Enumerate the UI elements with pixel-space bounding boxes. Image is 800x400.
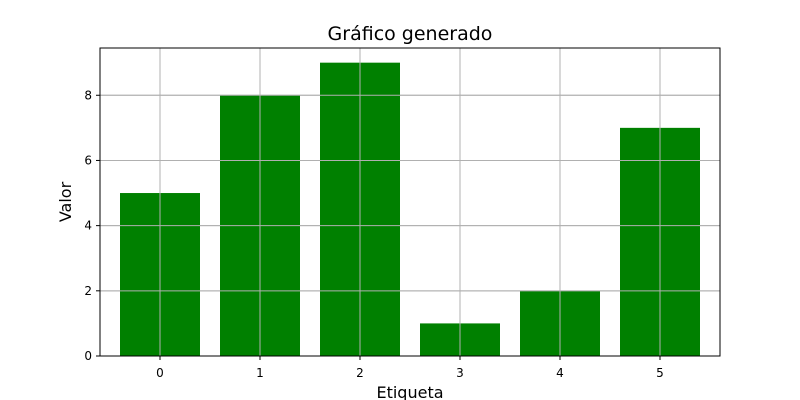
x-axis-title: Etiqueta [376,383,443,400]
y-axis-title: Valor [56,181,75,222]
x-tick-label: 5 [656,366,664,380]
x-tick-label: 3 [456,366,464,380]
bars [100,48,720,357]
x-tick-label: 2 [356,366,364,380]
y-tick-label: 6 [84,153,92,167]
y-tick-label: 8 [84,88,92,102]
plot-frame [99,47,721,357]
chart-title: Gráfico generado [328,23,493,45]
x-tick-label: 4 [556,366,564,380]
x-tick-label: 1 [256,366,264,380]
y-tick-label: 2 [84,284,92,298]
y-tick-label: 4 [84,219,92,233]
axis-ticks: 0 1 2 3 4 5 0 2 4 6 8 [84,88,663,380]
x-tick-label: 0 [156,366,164,380]
y-tick-label: 0 [84,349,92,363]
